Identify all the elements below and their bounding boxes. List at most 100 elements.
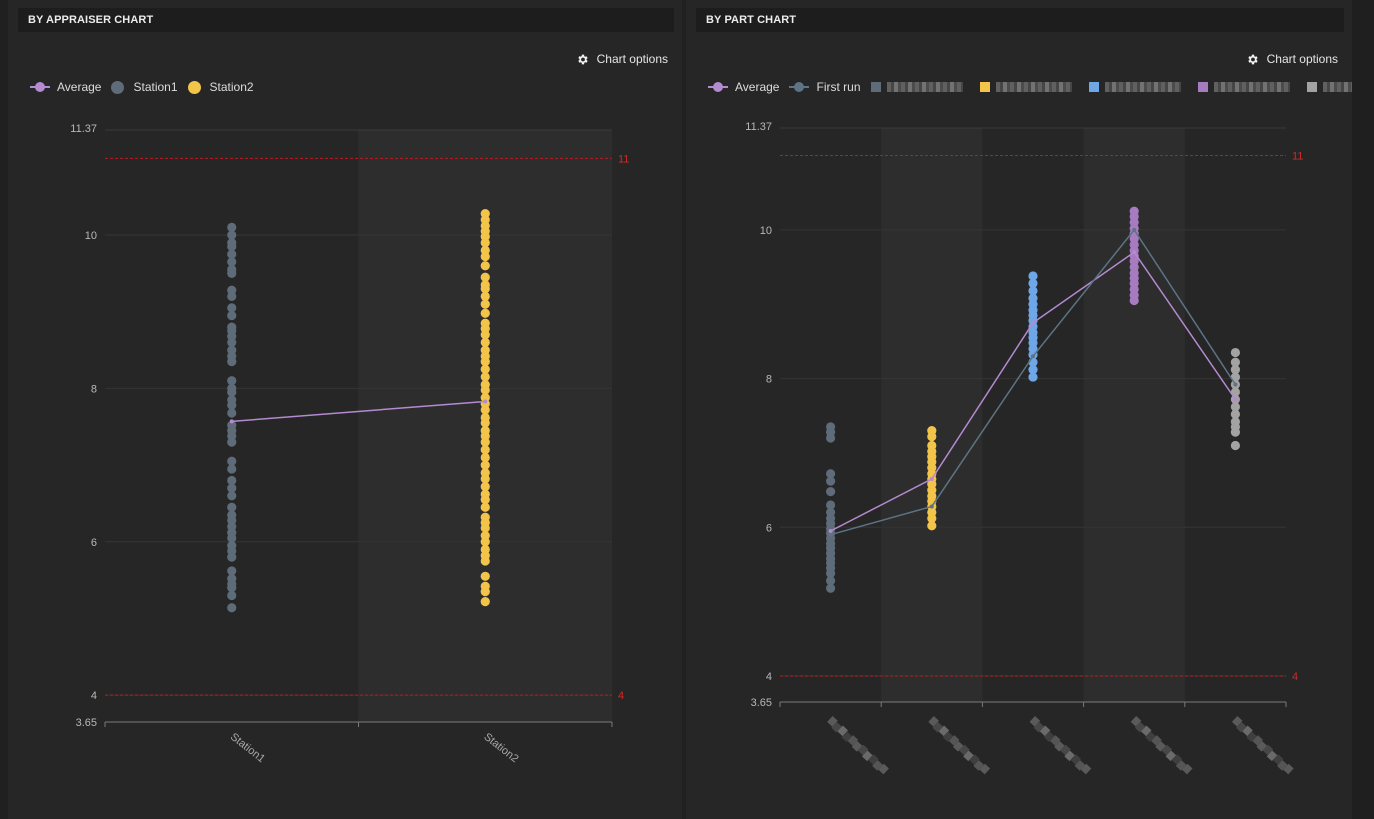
legend-item[interactable]: Average xyxy=(708,80,779,94)
part-chart-plot: 10 8 6 4 11.37 3.65 11 4 xyxy=(745,121,1303,775)
page-scrollbar[interactable] xyxy=(1352,0,1374,819)
data-point xyxy=(227,590,237,601)
redacted-pixel xyxy=(1236,721,1247,733)
redacted-pixel xyxy=(979,763,991,775)
redacted-pixel xyxy=(1165,750,1177,762)
data-point xyxy=(826,486,836,497)
redacted-pixel xyxy=(878,763,889,775)
legend-item[interactable]: Station2 xyxy=(187,80,254,94)
data-point xyxy=(480,571,490,581)
x-tick-label: Station1 xyxy=(228,731,267,765)
redacted-pixel xyxy=(1266,750,1278,762)
data-point xyxy=(227,583,237,593)
series-line-point xyxy=(1132,250,1137,255)
data-point xyxy=(480,474,490,484)
redacted-pixel xyxy=(1181,763,1193,775)
legend-dot-swatch xyxy=(1088,82,1099,92)
redacted-pixel xyxy=(969,754,980,765)
appraiser-chart-panel: BY APPRAISER CHART Chart options Average… xyxy=(8,0,682,819)
legend-line-swatch xyxy=(789,82,810,92)
redacted-pixel xyxy=(1276,760,1288,771)
redacted-x-label xyxy=(827,716,889,775)
data-point xyxy=(826,476,836,486)
series-line-point xyxy=(1031,354,1035,359)
legend-item-redacted[interactable] xyxy=(1197,82,1297,92)
data-point xyxy=(1230,372,1240,382)
data-point xyxy=(227,230,237,240)
redacted-pixel xyxy=(837,725,848,737)
series-line-point xyxy=(828,528,833,533)
data-point xyxy=(480,556,490,566)
data-point xyxy=(227,268,237,278)
legend-dot-swatch xyxy=(111,80,125,94)
data-point xyxy=(480,418,490,428)
chart-options-button-right[interactable]: Chart options xyxy=(1246,52,1338,66)
redacted-pixel xyxy=(1043,731,1055,743)
data-point xyxy=(227,502,237,512)
data-point xyxy=(480,308,490,318)
y-max-label: 11.37 xyxy=(745,121,772,133)
legend-item[interactable]: Average xyxy=(30,80,101,94)
data-point xyxy=(227,376,237,386)
data-point xyxy=(480,238,490,248)
data-point xyxy=(480,337,490,348)
data-point xyxy=(480,385,490,395)
series-line-point xyxy=(929,504,934,509)
data-point xyxy=(1230,365,1240,375)
redacted-pixel xyxy=(1054,740,1065,752)
redacted-pixel xyxy=(948,735,960,746)
gear-icon xyxy=(1247,54,1258,64)
redacted-pixel xyxy=(952,740,964,752)
legend-item-redacted[interactable] xyxy=(1088,82,1188,92)
legend-line-swatch xyxy=(30,82,50,92)
data-point xyxy=(480,272,490,282)
data-point xyxy=(227,533,237,543)
redacted-pixel xyxy=(1064,750,1075,762)
redacted-pixel xyxy=(1074,760,1086,771)
legend-item[interactable]: First run xyxy=(789,80,861,94)
y-tick-label: 10 xyxy=(760,225,772,237)
data-point xyxy=(227,387,237,397)
data-point xyxy=(227,437,237,447)
data-point xyxy=(480,299,490,309)
redacted-legend-label xyxy=(1213,82,1290,92)
category-band xyxy=(881,128,983,702)
data-point xyxy=(480,284,490,294)
y-tick-label: 4 xyxy=(766,671,772,683)
data-point xyxy=(1230,387,1240,397)
y-tick-label: 10 xyxy=(85,230,97,242)
redacted-legend-label xyxy=(995,82,1072,92)
y-min-label: 3.65 xyxy=(76,717,97,729)
redacted-pixel xyxy=(1145,731,1156,743)
redacted-pixel xyxy=(1039,725,1051,737)
legend-item-redacted[interactable] xyxy=(1306,82,1374,92)
legend-item-redacted[interactable] xyxy=(979,82,1079,92)
redacted-x-label xyxy=(1231,716,1294,775)
part-chart-legend: Average First run xyxy=(708,78,1374,96)
part-chart-panel: BY PART CHART Chart options Average First… xyxy=(686,0,1374,819)
data-point xyxy=(480,437,490,447)
legend-line-swatch xyxy=(708,82,728,92)
data-point xyxy=(927,521,937,531)
data-point xyxy=(1028,278,1038,288)
redacted-pixel xyxy=(1050,735,1061,746)
legend-item[interactable]: Station1 xyxy=(111,80,178,94)
appraiser-chart-plot: 10 8 6 4 11.37 3.65 Station1 Station2 11 4 xyxy=(70,123,629,765)
data-point xyxy=(480,537,490,547)
redacted-pixel xyxy=(1130,716,1142,727)
legend-item-redacted[interactable] xyxy=(870,82,970,92)
redacted-pixel xyxy=(973,760,984,771)
chart-options-button-left[interactable]: Chart options xyxy=(576,52,668,66)
redacted-pixel xyxy=(928,716,939,727)
data-point xyxy=(480,356,490,367)
y-min-label: 3.65 xyxy=(751,697,772,709)
x-tick-label: Station2 xyxy=(481,731,520,765)
data-point xyxy=(480,523,490,533)
data-point xyxy=(826,433,836,443)
data-point xyxy=(227,475,237,486)
redacted-pixel xyxy=(1161,744,1173,756)
data-point xyxy=(227,241,237,252)
redacted-pixel xyxy=(963,750,974,762)
legend-dot-swatch xyxy=(979,82,990,92)
data-point xyxy=(227,249,237,259)
